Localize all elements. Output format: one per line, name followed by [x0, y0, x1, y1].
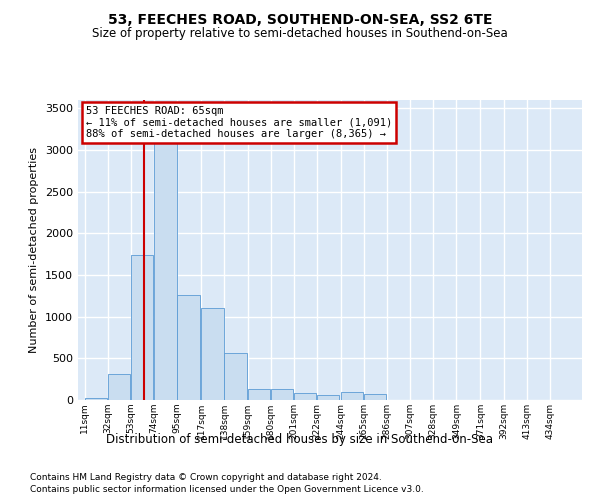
- Bar: [131, 255, 154, 400]
- Text: 53, FEECHES ROAD, SOUTHEND-ON-SEA, SS2 6TE: 53, FEECHES ROAD, SOUTHEND-ON-SEA, SS2 6…: [108, 12, 492, 26]
- Text: Distribution of semi-detached houses by size in Southend-on-Sea: Distribution of semi-detached houses by …: [107, 432, 493, 446]
- Bar: [202, 308, 224, 400]
- Bar: [317, 395, 339, 400]
- Y-axis label: Number of semi-detached properties: Number of semi-detached properties: [29, 147, 40, 353]
- Bar: [154, 120, 176, 400]
- Bar: [341, 392, 364, 400]
- Bar: [293, 392, 316, 400]
- Bar: [224, 354, 247, 400]
- Bar: [108, 374, 130, 400]
- Text: 53 FEECHES ROAD: 65sqm
← 11% of semi-detached houses are smaller (1,091)
88% of : 53 FEECHES ROAD: 65sqm ← 11% of semi-det…: [86, 106, 392, 139]
- Bar: [271, 389, 293, 400]
- Bar: [364, 394, 386, 400]
- Bar: [177, 295, 200, 400]
- Text: Contains HM Land Registry data © Crown copyright and database right 2024.: Contains HM Land Registry data © Crown c…: [30, 472, 382, 482]
- Bar: [85, 398, 107, 400]
- Text: Contains public sector information licensed under the Open Government Licence v3: Contains public sector information licen…: [30, 485, 424, 494]
- Text: Size of property relative to semi-detached houses in Southend-on-Sea: Size of property relative to semi-detach…: [92, 28, 508, 40]
- Bar: [248, 389, 270, 400]
